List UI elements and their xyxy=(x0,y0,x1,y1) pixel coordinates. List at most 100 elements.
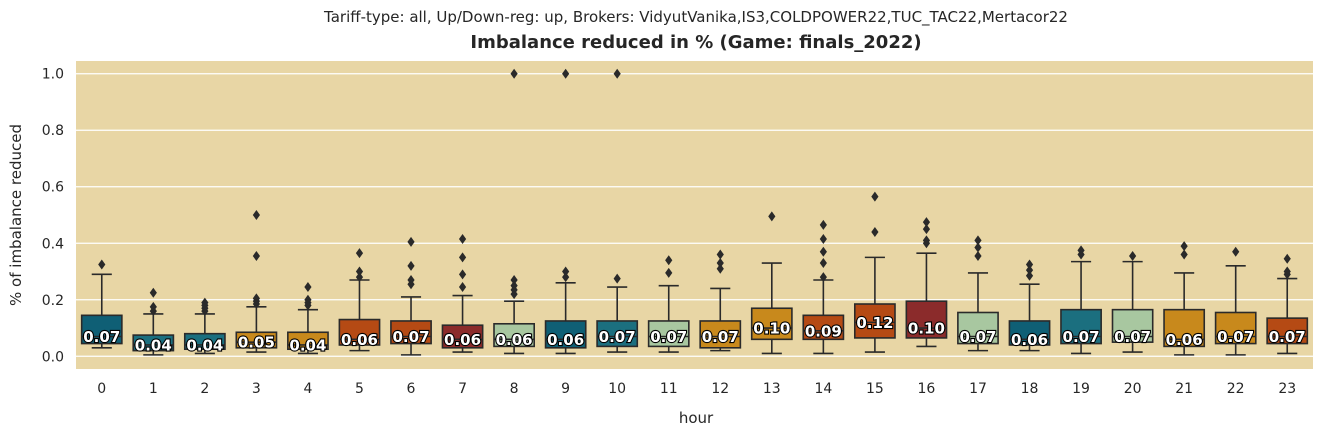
iqr-box xyxy=(957,311,999,345)
outlier-point xyxy=(562,68,570,79)
y-tick-label: 0.0 xyxy=(42,349,64,365)
median-value-label: 0.07 xyxy=(702,328,739,346)
outlier-point xyxy=(149,301,157,312)
outlier-point xyxy=(562,266,570,277)
outlier-point xyxy=(407,236,415,247)
outlier-point xyxy=(1129,250,1137,261)
iqr-box xyxy=(1214,311,1257,345)
iqr-box xyxy=(235,331,278,349)
box-hour-22: 0.07 xyxy=(1214,246,1257,356)
median-value-label: 0.04 xyxy=(289,336,326,354)
y-tick-labels: 0.0 0.2 0.4 0.6 0.8 1.0 xyxy=(42,67,64,366)
box-hour-4: 0.04 xyxy=(287,282,329,356)
iqr-box xyxy=(596,320,639,348)
median-value-label: 0.06 xyxy=(1166,331,1203,349)
x-axis-label: hour xyxy=(679,409,714,427)
chart-subtitle: Tariff-type: all, Up/Down-reg: up, Broke… xyxy=(323,8,1068,27)
outlier-point xyxy=(98,259,106,270)
median-value-label: 0.07 xyxy=(959,328,996,346)
outlier-point xyxy=(716,263,724,274)
x-tick-label: 20 xyxy=(1124,381,1142,397)
outlier-point xyxy=(665,267,673,278)
iqr-box xyxy=(699,320,742,349)
outlier-point xyxy=(1025,270,1034,281)
outlier-point xyxy=(355,248,364,259)
outlier-point xyxy=(355,272,364,283)
x-tick-label: 22 xyxy=(1227,381,1245,397)
outlier-point xyxy=(1232,246,1240,257)
outlier-point xyxy=(922,235,931,246)
x-tick-label: 16 xyxy=(918,381,936,397)
iqr-box xyxy=(853,303,896,339)
x-tick-label: 8 xyxy=(510,381,519,397)
median-value-label: 0.07 xyxy=(1217,328,1254,346)
median-value-label: 0.07 xyxy=(650,328,687,346)
outlier-point xyxy=(149,287,157,298)
boxes-group: 0.07 0.04 0.04 0.05 0.04 0.06 0.07 0.06 0.06 0.06… xyxy=(80,68,1309,356)
x-tick-label: 11 xyxy=(660,381,678,397)
iqr-box xyxy=(802,314,845,341)
median-value-label: 0.09 xyxy=(805,322,842,340)
outlier-point xyxy=(562,272,570,283)
outlier-point xyxy=(974,242,982,253)
x-tick-label: 15 xyxy=(866,381,884,397)
outlier-point xyxy=(819,219,827,230)
iqr-box xyxy=(80,314,123,345)
outlier-point xyxy=(304,294,312,305)
y-axis-label: % of imbalance reduced xyxy=(7,124,25,306)
iqr-box xyxy=(390,320,432,345)
box-hour-7: 0.06 xyxy=(441,234,484,353)
outlier-point xyxy=(1283,253,1291,264)
y-tick-label: 0.6 xyxy=(42,180,64,196)
outlier-point xyxy=(819,258,827,269)
x-tick-label: 21 xyxy=(1175,381,1193,397)
y-tick-label: 1.0 xyxy=(42,67,64,83)
outlier-point xyxy=(716,249,724,260)
x-tick-label: 5 xyxy=(355,381,364,397)
outlier-point xyxy=(1180,249,1188,260)
iqr-box xyxy=(441,324,484,349)
box-hour-6: 0.07 xyxy=(390,236,432,356)
iqr-box xyxy=(647,320,690,348)
median-value-label: 0.07 xyxy=(1269,328,1306,346)
outlier-point xyxy=(871,226,879,237)
outlier-point xyxy=(974,250,982,261)
outlier-point xyxy=(1283,266,1291,277)
grid-lines xyxy=(76,73,1313,357)
x-tick-label: 12 xyxy=(711,381,729,397)
x-tick-label: 1 xyxy=(149,381,158,397)
outlier-point xyxy=(407,260,415,271)
x-tick-label: 7 xyxy=(458,381,467,397)
outlier-point xyxy=(510,68,518,79)
outlier-point xyxy=(458,234,467,245)
box-hour-11: 0.07 xyxy=(647,255,690,353)
outlier-point xyxy=(458,269,467,280)
outlier-point xyxy=(768,211,776,222)
box-hour-13: 0.10 xyxy=(750,211,793,355)
box-hour-3: 0.05 xyxy=(235,210,278,353)
box-hour-20: 0.07 xyxy=(1111,250,1154,353)
box-hour-21: 0.06 xyxy=(1163,241,1206,356)
median-value-label: 0.06 xyxy=(547,331,584,349)
x-tick-labels: 0 1 2 3 4 5 6 7 8 9 10 11 12 13 14 15 16 17 18 19 20 21 22 23 xyxy=(97,381,1296,397)
box-hour-19: 0.07 xyxy=(1060,245,1102,355)
box-hour-0: 0.07 xyxy=(80,259,123,349)
median-value-label: 0.07 xyxy=(83,328,120,346)
outlier-point xyxy=(252,293,260,304)
x-tick-label: 6 xyxy=(407,381,416,397)
median-value-label: 0.05 xyxy=(238,334,275,352)
box-hour-18: 0.06 xyxy=(1008,259,1051,352)
median-value-label: 0.10 xyxy=(753,320,790,338)
iqr-box xyxy=(493,322,536,348)
box-hour-2: 0.04 xyxy=(183,297,226,356)
iqr-box xyxy=(750,307,793,341)
outlier-point xyxy=(922,217,931,228)
x-tick-label: 19 xyxy=(1072,381,1090,397)
outlier-point xyxy=(1180,241,1188,252)
outlier-point xyxy=(665,255,673,266)
box-hour-15: 0.12 xyxy=(853,191,896,353)
outlier-point xyxy=(355,266,364,277)
median-value-label: 0.12 xyxy=(856,314,893,332)
median-value-label: 0.04 xyxy=(135,336,172,354)
